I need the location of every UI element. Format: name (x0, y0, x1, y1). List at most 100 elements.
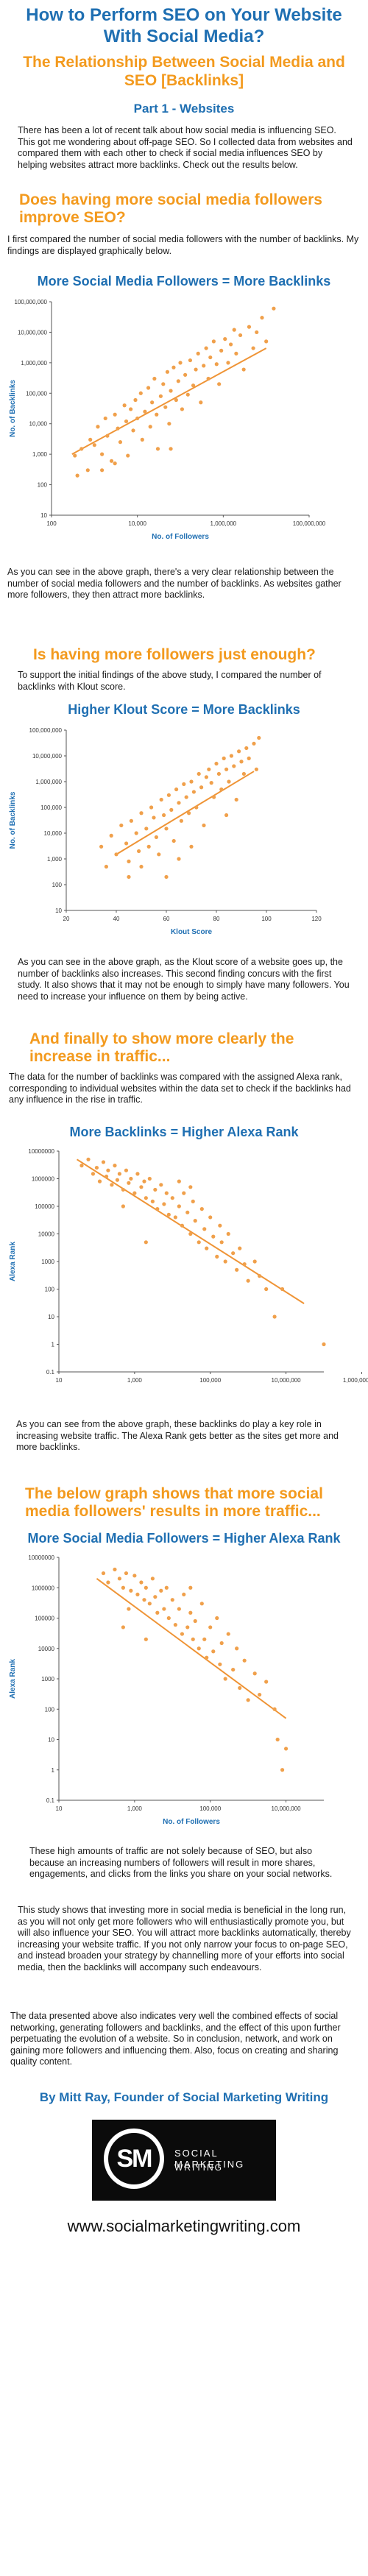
data-point (104, 1174, 109, 1179)
data-point (137, 849, 141, 854)
data-point (191, 1199, 195, 1203)
data-point (154, 835, 158, 840)
data-point (322, 1342, 326, 1347)
y-tick-label: 1 (52, 1767, 55, 1774)
x-tick-label: 80 (213, 916, 220, 922)
data-point (148, 425, 152, 429)
data-point (157, 852, 161, 857)
logo-circle: SM (104, 2129, 164, 2189)
y-tick-label: 10,000,000 (32, 753, 63, 760)
logo-line2: WRITING (174, 2162, 223, 2173)
data-point (216, 771, 221, 776)
x-tick-label: 100 (46, 520, 57, 527)
chart2-title: Higher Klout Score = More Backlinks (68, 702, 300, 717)
data-point (113, 412, 117, 417)
y-tick-label: 10 (48, 1314, 54, 1320)
data-point (241, 367, 246, 372)
data-point (119, 823, 124, 828)
data-point (142, 1598, 146, 1602)
data-point (258, 1692, 262, 1697)
data-point (179, 818, 183, 823)
data-point (191, 1637, 195, 1641)
data-point (188, 1585, 193, 1590)
data-point (247, 325, 252, 329)
data-point (232, 764, 236, 768)
section2-heading: Is having more followers just enough? (33, 646, 316, 663)
data-point (199, 785, 204, 790)
trend-line (96, 1578, 287, 1719)
data-point (208, 1215, 213, 1220)
x-axis-label: No. of Followers (152, 533, 209, 541)
chart-klout-backlinks: 10 100 1,000 10,000 100,000 1,000,000 10,000,0… (9, 727, 322, 936)
x-axis-label: No. of Followers (163, 1818, 220, 1826)
data-point (176, 379, 180, 383)
data-point (193, 1618, 197, 1624)
y-tick-label: 10000 (38, 1231, 55, 1238)
y-tick-label: 100,000,000 (15, 299, 48, 305)
data-point (110, 1183, 114, 1187)
data-point (124, 419, 129, 424)
data-point (113, 461, 117, 466)
data-point (185, 392, 190, 397)
chart1-title: More Social Media Followers = More Backl… (37, 274, 331, 289)
data-point (124, 1168, 129, 1172)
data-point (94, 1165, 99, 1170)
section1-heading: Does having more social media followers … (19, 191, 322, 226)
x-tick-label: 100,000 (199, 1805, 221, 1812)
data-point (197, 771, 201, 776)
data-point (142, 1179, 146, 1183)
data-point (144, 1585, 148, 1590)
data-point (164, 1191, 169, 1195)
data-point (109, 459, 114, 463)
data-point (238, 333, 243, 338)
y-tick-label: 100 (52, 882, 63, 888)
data-point (159, 1588, 163, 1593)
data-point (194, 367, 198, 372)
data-point (242, 1658, 247, 1663)
data-point (188, 358, 193, 363)
data-point (171, 365, 176, 369)
data-point (104, 864, 108, 869)
section1-after: As you can see in the above graph, there… (7, 567, 342, 600)
data-point (146, 386, 151, 390)
data-point (97, 1179, 102, 1183)
data-point (218, 1223, 222, 1228)
website-url[interactable]: www.socialmarketingwriting.com (67, 2217, 301, 2235)
data-point (223, 1677, 227, 1681)
section3-intro: The data for the number of backlinks was… (9, 1072, 351, 1105)
data-point (223, 337, 227, 342)
data-point (155, 1610, 160, 1615)
y-tick-label: 0.1 (46, 1797, 55, 1804)
data-point (162, 1202, 166, 1206)
data-point (159, 1183, 163, 1187)
data-point (212, 795, 216, 799)
data-point (75, 473, 79, 478)
data-point (215, 1254, 219, 1259)
data-point (163, 405, 168, 409)
data-point (100, 468, 105, 473)
data-point (164, 827, 169, 831)
data-point (258, 1274, 262, 1278)
y-tick-label: 10 (48, 1737, 54, 1744)
brand-logo: SM SOCIAL MARKETING WRITING (92, 2120, 276, 2201)
data-point (182, 782, 186, 786)
data-point (208, 1625, 213, 1630)
data-point (191, 383, 196, 388)
data-point (184, 795, 188, 799)
data-point (185, 1210, 190, 1214)
data-point (101, 1160, 106, 1164)
data-point (252, 1671, 257, 1676)
y-axis-label: Alexa Rank (9, 1242, 17, 1281)
data-point (202, 823, 206, 828)
data-point (238, 1246, 242, 1250)
data-point (199, 400, 203, 405)
x-axis-label: Klout Score (171, 928, 213, 936)
data-point (199, 1602, 204, 1606)
y-tick-label: 1,000,000 (35, 779, 62, 785)
section2-after: As you can see in the above graph, as th… (18, 957, 350, 1002)
data-point (149, 805, 154, 810)
y-tick-label: 1,000 (47, 856, 63, 863)
data-point (121, 1204, 125, 1209)
data-point (127, 1607, 131, 1611)
data-point (113, 1164, 117, 1168)
